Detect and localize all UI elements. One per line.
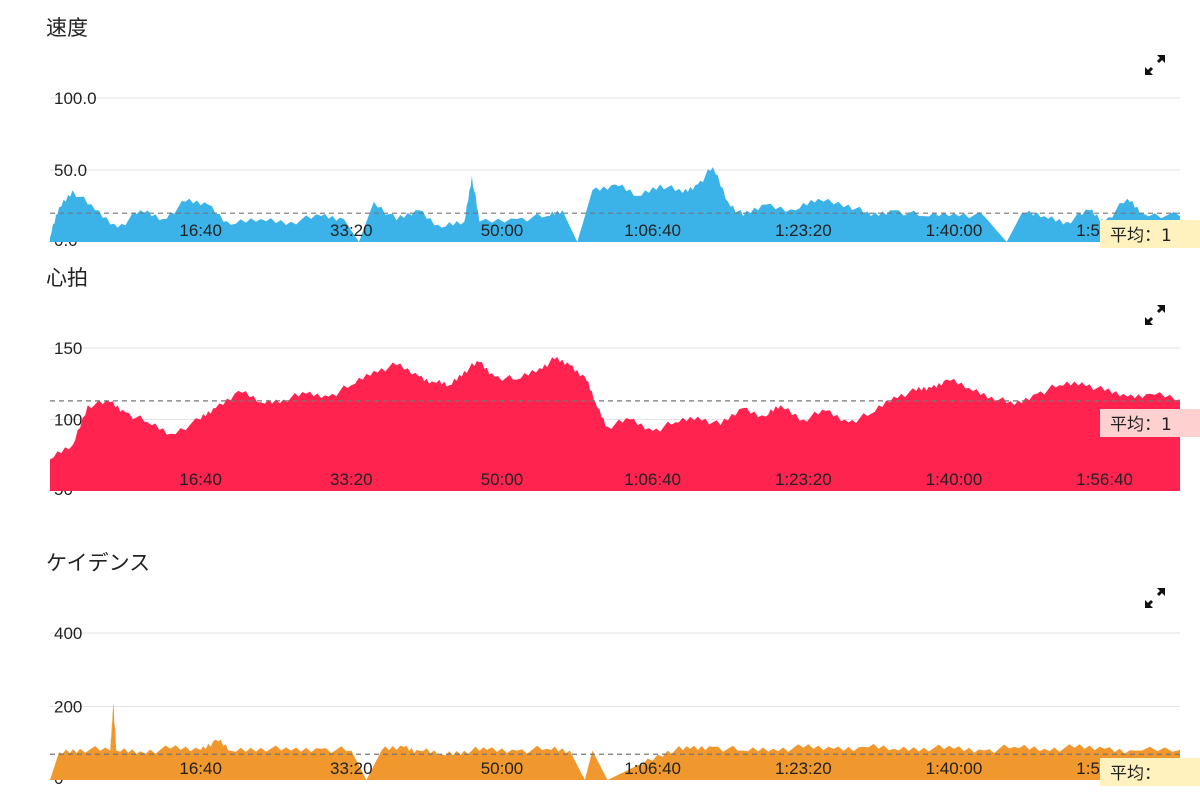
x-tick-label: 1:06:40: [624, 221, 681, 240]
speed-chart: 0.050.0100.016:4033:2050:001:06:401:23:2…: [50, 89, 1200, 250]
x-tick-label: 1:40:00: [926, 470, 983, 489]
x-tick-label: 50:00: [481, 759, 524, 778]
expand-arrows-icon[interactable]: [1142, 52, 1168, 78]
x-tick-label: 1:40:00: [926, 221, 983, 240]
heart-rate-panel: 心拍 5010015016:4033:2050:001:06:401:23:20…: [0, 250, 1200, 510]
average-tag-label: 平均：1: [1110, 226, 1172, 246]
x-tick-label: 16:40: [179, 759, 222, 778]
x-tick-label: 1:23:20: [775, 759, 832, 778]
x-tick-label: 50:00: [481, 470, 524, 489]
x-tick-label: 1:40:00: [926, 759, 983, 778]
average-tag-bg: [1100, 220, 1200, 248]
data-area: [50, 167, 1180, 242]
cadence-chart: 020040016:4033:2050:001:06:401:23:201:40…: [50, 624, 1200, 788]
average-tag-bg: [1100, 409, 1200, 437]
data-area: [50, 702, 1180, 780]
x-tick-label: 16:40: [179, 221, 222, 240]
y-tick-label: 400: [54, 624, 82, 643]
y-tick-label: 100: [54, 411, 82, 430]
expand-arrows-icon[interactable]: [1142, 585, 1168, 611]
expand-arrows-icon[interactable]: [1142, 302, 1168, 328]
x-tick-label: 1:56:40: [1076, 470, 1133, 489]
x-tick-label: 1:23:20: [775, 221, 832, 240]
cadence-panel: ケイデンス 020040016:4033:2050:001:06:401:23:…: [0, 535, 1200, 808]
average-tag-label: 平均：1: [1110, 415, 1172, 435]
heart-rate-chart: 5010015016:4033:2050:001:06:401:23:201:4…: [50, 339, 1200, 499]
y-tick-label: 100.0: [54, 89, 97, 108]
heart-rate-chart-title: 心拍: [46, 266, 88, 290]
x-tick-label: 33:20: [330, 759, 373, 778]
x-tick-label: 50:00: [481, 221, 524, 240]
x-tick-label: 1:23:20: [775, 470, 832, 489]
data-area: [50, 356, 1180, 491]
x-tick-label: 1:06:40: [624, 759, 681, 778]
speed-panel: 速度 0.050.0100.016:4033:2050:001:06:401:2…: [0, 0, 1200, 250]
cadence-chart-title: ケイデンス: [46, 551, 151, 575]
y-tick-label: 150: [54, 339, 82, 358]
average-tag-label: 平均：: [1110, 764, 1161, 784]
y-tick-label: 200: [54, 698, 82, 717]
x-tick-label: 1:06:40: [624, 470, 681, 489]
x-tick-label: 16:40: [179, 470, 222, 489]
x-tick-label: 33:20: [330, 470, 373, 489]
y-tick-label: 50.0: [54, 161, 87, 180]
speed-chart-title: 速度: [46, 16, 88, 40]
average-tag-bg: [1100, 758, 1200, 786]
x-tick-label: 33:20: [330, 221, 373, 240]
